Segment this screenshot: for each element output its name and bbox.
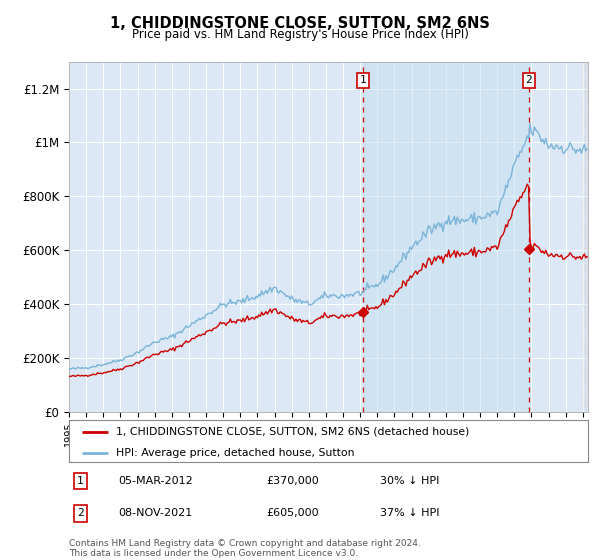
Text: £605,000: £605,000 [266, 508, 319, 519]
Text: Contains HM Land Registry data © Crown copyright and database right 2024.
This d: Contains HM Land Registry data © Crown c… [69, 539, 421, 558]
Bar [583, 62, 588, 412]
Text: 1, CHIDDINGSTONE CLOSE, SUTTON, SM2 6NS (detached house): 1, CHIDDINGSTONE CLOSE, SUTTON, SM2 6NS … [116, 427, 469, 437]
Text: 2: 2 [77, 508, 84, 519]
Text: 08-NOV-2021: 08-NOV-2021 [118, 508, 193, 519]
Text: 1: 1 [77, 476, 84, 486]
Text: 05-MAR-2012: 05-MAR-2012 [118, 476, 193, 486]
Text: Price paid vs. HM Land Registry's House Price Index (HPI): Price paid vs. HM Land Registry's House … [131, 28, 469, 41]
Text: 37% ↓ HPI: 37% ↓ HPI [380, 508, 440, 519]
Text: HPI: Average price, detached house, Sutton: HPI: Average price, detached house, Sutt… [116, 448, 354, 458]
Text: £370,000: £370,000 [266, 476, 319, 486]
Text: 2: 2 [526, 76, 532, 86]
Text: 1, CHIDDINGSTONE CLOSE, SUTTON, SM2 6NS: 1, CHIDDINGSTONE CLOSE, SUTTON, SM2 6NS [110, 16, 490, 31]
Text: 1: 1 [360, 76, 367, 86]
Text: 30% ↓ HPI: 30% ↓ HPI [380, 476, 440, 486]
